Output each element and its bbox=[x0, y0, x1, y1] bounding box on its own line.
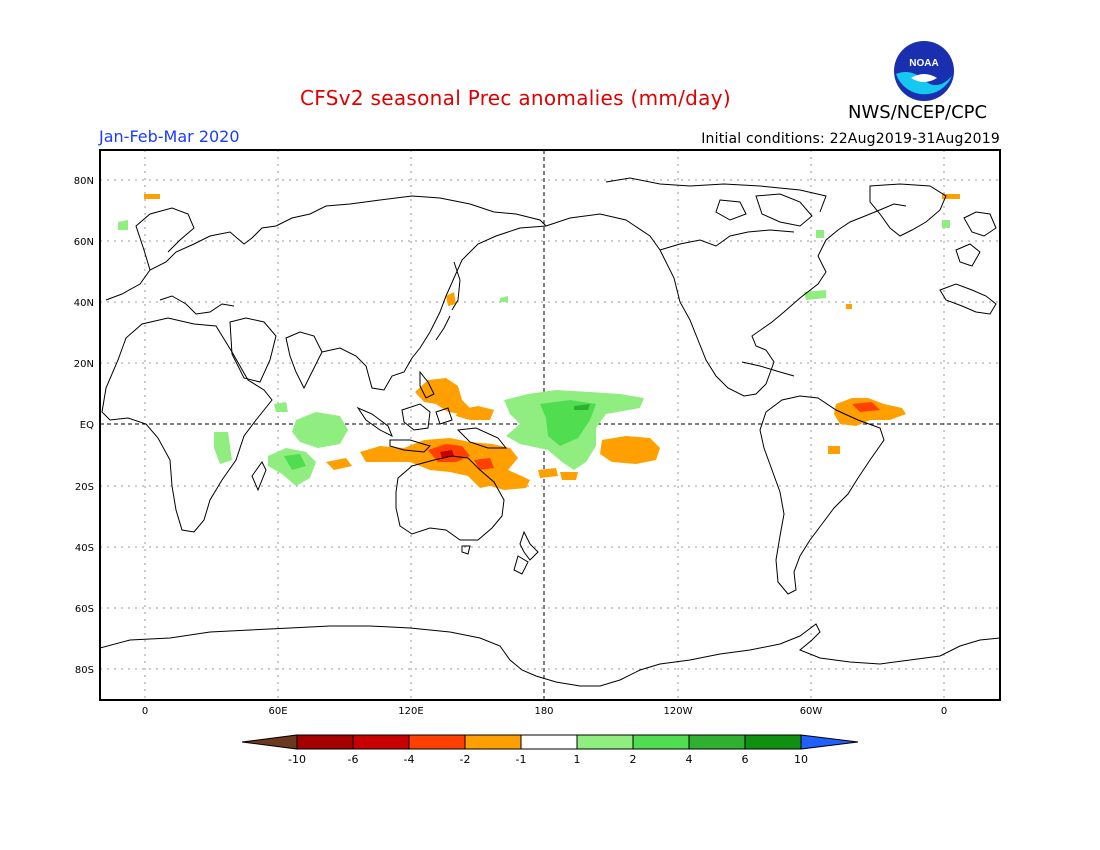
colorbar-swatch bbox=[688, 734, 746, 750]
dry-region-south-pacific bbox=[600, 436, 660, 464]
strong-dry-region-3 bbox=[852, 402, 880, 412]
dry-region-arctic-2 bbox=[942, 194, 960, 199]
colorbar-labels: -10 -6 -4 -2 -1 1 2 4 6 10 bbox=[288, 753, 808, 766]
lat-label: 80S bbox=[75, 665, 94, 676]
svg-text:NOAA: NOAA bbox=[909, 58, 938, 69]
grid-lines bbox=[100, 150, 1000, 700]
dry-region-philippines bbox=[415, 378, 470, 414]
colorbar-swatch bbox=[632, 734, 690, 750]
lat-label: 60S bbox=[75, 604, 94, 615]
map-frame bbox=[99, 149, 1001, 701]
longitude-labels: 0 60E 120E 180 120W 60W 0 bbox=[142, 706, 947, 717]
wet-region-north-pacific bbox=[500, 296, 508, 302]
lat-label: 40S bbox=[75, 543, 94, 554]
dry-region-indian-ocean-east bbox=[326, 458, 352, 470]
colorbar-label: -6 bbox=[348, 753, 359, 766]
colorbar-swatch bbox=[296, 734, 354, 750]
colorbar-swatch bbox=[800, 734, 859, 750]
wet-region-east-africa bbox=[214, 432, 232, 464]
lat-label: 40N bbox=[74, 298, 94, 309]
colorbar-label: 1 bbox=[574, 753, 581, 766]
wet-region-greenland bbox=[118, 220, 128, 230]
lon-label: 0 bbox=[142, 706, 148, 717]
colorbar-swatch bbox=[744, 734, 802, 750]
latitude-labels: 80N 60N 40N 20N EQ 20S 40S 60S 80S bbox=[74, 176, 94, 676]
lon-label: 120W bbox=[664, 706, 693, 717]
colorbar-swatch bbox=[464, 734, 522, 750]
lat-label: 20N bbox=[74, 359, 94, 370]
colorbar-swatch bbox=[241, 734, 298, 750]
dry-region-small-2 bbox=[560, 472, 578, 480]
forecast-period: Jan-Feb-Mar 2020 bbox=[99, 127, 240, 146]
dry-region-brazil bbox=[834, 398, 906, 426]
lat-label: 20S bbox=[75, 482, 94, 493]
anomaly-fields bbox=[118, 194, 960, 490]
wet-region-arabian bbox=[274, 402, 288, 412]
dry-region-png bbox=[360, 438, 526, 488]
dry-region-japan bbox=[446, 292, 456, 306]
colorbar-swatch bbox=[576, 734, 634, 750]
lon-label: 180 bbox=[534, 706, 553, 717]
dry-region-arctic-1 bbox=[144, 194, 160, 199]
dry-region-brazil-east bbox=[828, 446, 840, 454]
colorbar-swatch bbox=[520, 734, 578, 750]
colorbar-label: 6 bbox=[742, 753, 749, 766]
colorbar-label: -10 bbox=[288, 753, 306, 766]
colorbar bbox=[241, 734, 859, 750]
colorbar-swatch bbox=[352, 734, 410, 750]
colorbar-label: 4 bbox=[686, 753, 693, 766]
lat-label: 80N bbox=[74, 176, 94, 187]
agency-label: NWS/NCEP/CPC bbox=[848, 102, 988, 123]
lat-label: 60N bbox=[74, 237, 94, 248]
lon-label: 60E bbox=[268, 706, 287, 717]
map-title: CFSv2 seasonal Prec anomalies (mm/day) bbox=[300, 86, 731, 110]
wet-region-central-pacific-core bbox=[540, 400, 596, 446]
lon-label: 0 bbox=[941, 706, 947, 717]
lat-label: EQ bbox=[80, 420, 94, 431]
wet-region-north-atlantic bbox=[804, 290, 826, 300]
colorbar-label: 10 bbox=[794, 753, 808, 766]
wet-region-arctic-east bbox=[942, 220, 950, 228]
wet-region-indian-ocean-south-core bbox=[284, 454, 306, 470]
lon-label: 60W bbox=[800, 706, 823, 717]
dry-region-small-1 bbox=[538, 468, 558, 478]
coastlines bbox=[100, 177, 1000, 687]
colorbar-label: 2 bbox=[630, 753, 637, 766]
colorbar-label: -1 bbox=[516, 753, 527, 766]
colorbar-label: -2 bbox=[460, 753, 471, 766]
wet-region-cp-strong bbox=[574, 404, 590, 410]
colorbar-label: -4 bbox=[404, 753, 415, 766]
strong-dry-region-2 bbox=[474, 458, 494, 470]
initial-conditions: Initial conditions: 22Aug2019-31Aug2019 bbox=[701, 131, 1000, 147]
noaa-logo: NOAA bbox=[894, 41, 954, 101]
colorbar-swatch bbox=[408, 734, 466, 750]
lon-label: 120E bbox=[398, 706, 423, 717]
dry-region-wpac-east bbox=[456, 406, 494, 420]
wet-region-labrador bbox=[816, 230, 824, 238]
dry-region-atlantic bbox=[846, 304, 852, 309]
wet-region-indian-ocean bbox=[292, 412, 348, 448]
